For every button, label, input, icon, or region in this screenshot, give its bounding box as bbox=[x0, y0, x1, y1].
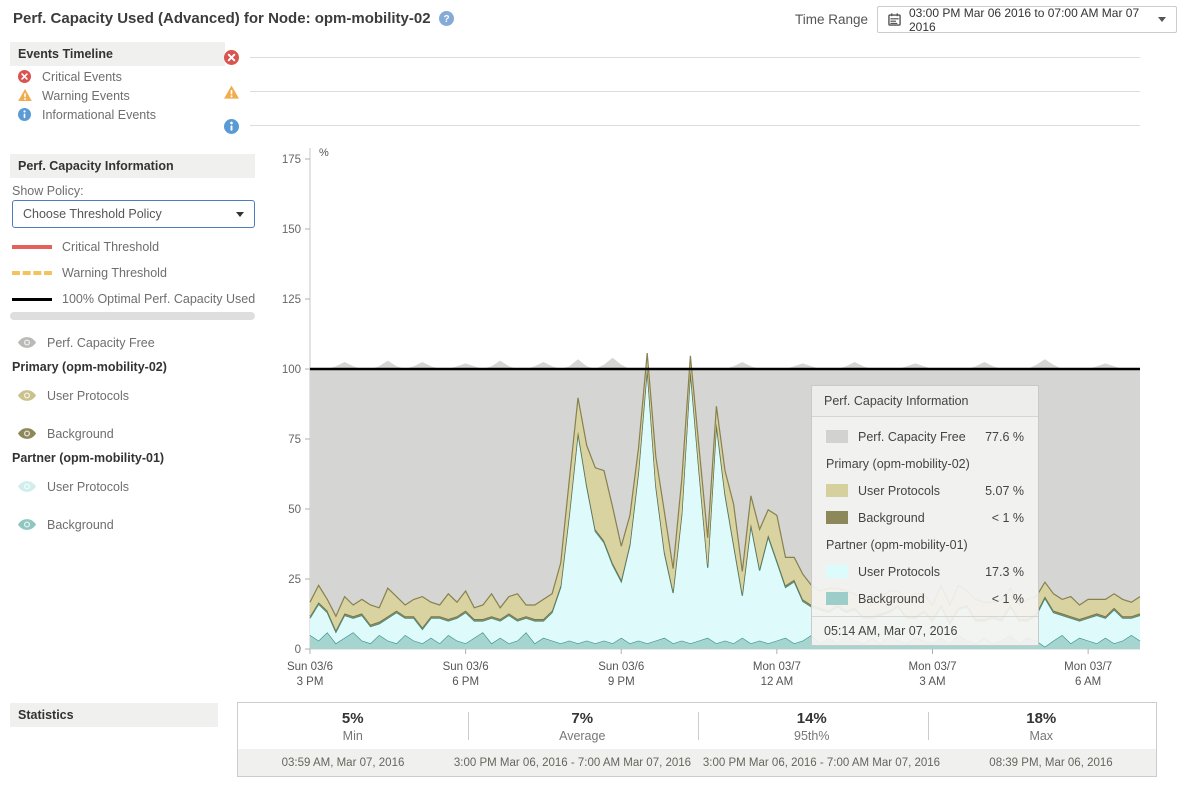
svg-text:Sun 03/6: Sun 03/6 bbox=[287, 661, 333, 673]
sidebar-scrollbar[interactable] bbox=[10, 312, 255, 320]
perf-capacity-panel-header: Perf. Capacity Information bbox=[10, 154, 255, 178]
svg-text:0: 0 bbox=[295, 644, 301, 656]
svg-text:6 AM: 6 AM bbox=[1075, 676, 1101, 688]
legend-warning-threshold: Warning Threshold bbox=[12, 265, 167, 281]
svg-text:9 PM: 9 PM bbox=[608, 676, 635, 688]
warning-event-icon bbox=[18, 89, 32, 102]
legend-critical-events: Critical Events bbox=[18, 68, 122, 85]
warning-threshold-line bbox=[12, 271, 52, 275]
svg-text:Mon 03/7: Mon 03/7 bbox=[753, 661, 801, 673]
svg-text:?: ? bbox=[443, 14, 449, 25]
stat-max: 18% Max bbox=[1026, 710, 1057, 743]
time-range-picker[interactable]: 03:00 PM Mar 06 2016 to 07:00 AM Mar 07 … bbox=[877, 5, 1177, 34]
stat-divider bbox=[928, 712, 929, 740]
svg-text:3 PM: 3 PM bbox=[297, 676, 324, 688]
svg-text:100: 100 bbox=[282, 364, 301, 376]
legend-group-primary: Primary (opm-mobility-02) bbox=[12, 360, 167, 374]
svg-text:150: 150 bbox=[282, 224, 301, 236]
page-title-text: Perf. Capacity Used (Advanced) for Node:… bbox=[13, 10, 431, 27]
show-policy-label: Show Policy: bbox=[12, 184, 84, 198]
eye-icon[interactable] bbox=[18, 519, 36, 530]
calendar-icon bbox=[888, 13, 901, 26]
eye-icon[interactable] bbox=[18, 337, 36, 348]
stat-divider bbox=[698, 712, 699, 740]
page-title: Perf. Capacity Used (Advanced) for Node:… bbox=[13, 10, 454, 27]
eye-icon[interactable] bbox=[18, 390, 36, 401]
stat-min-time: 03:59 AM, Mar 07, 2016 bbox=[281, 756, 405, 769]
tooltip-group-primary: Primary (opm-mobility-02) bbox=[826, 456, 970, 471]
svg-text:%: % bbox=[319, 147, 329, 159]
partner-user-swatch bbox=[826, 565, 848, 578]
eye-icon[interactable] bbox=[18, 481, 36, 492]
critical-lane-icon bbox=[224, 50, 239, 65]
time-range-label: Time Range bbox=[795, 12, 869, 27]
tooltip-row-partner-user: User Protocols 17.3 % bbox=[826, 558, 1024, 585]
tooltip-timestamp: 05:14 AM, Mar 07, 2016 bbox=[812, 616, 1038, 645]
eye-icon[interactable] bbox=[18, 428, 36, 439]
chevron-down-icon bbox=[1158, 17, 1166, 22]
svg-text:Sun 03/6: Sun 03/6 bbox=[598, 661, 644, 673]
legend-primary-background[interactable]: Background bbox=[18, 425, 114, 442]
tooltip-row-partner-bg: Background < 1 % bbox=[826, 585, 1024, 612]
stat-average-range: 3:00 PM Mar 06, 2016 - 7:00 AM Mar 07, 2… bbox=[453, 756, 692, 769]
chevron-down-icon bbox=[236, 211, 244, 217]
critical-threshold-line bbox=[12, 245, 52, 249]
threshold-policy-dropdown[interactable]: Choose Threshold Policy bbox=[12, 200, 255, 228]
free-swatch bbox=[826, 430, 848, 443]
chart-tooltip: Perf. Capacity Information Perf. Capacit… bbox=[811, 385, 1039, 646]
statistics-panel: 5% Min 7% Average 14% 95th% 18% Max 03:5… bbox=[237, 702, 1157, 777]
legend-informational-events: Informational Events bbox=[18, 106, 156, 123]
tooltip-row-primary-bg: Background < 1 % bbox=[826, 504, 1024, 531]
stat-divider bbox=[468, 712, 469, 740]
stat-max-time: 08:39 PM, Mar 06, 2016 bbox=[989, 756, 1113, 769]
svg-text:Mon 03/7: Mon 03/7 bbox=[1064, 661, 1112, 673]
svg-text:50: 50 bbox=[288, 504, 301, 516]
legend-perf-capacity-free[interactable]: Perf. Capacity Free bbox=[18, 334, 155, 351]
svg-text:Mon 03/7: Mon 03/7 bbox=[909, 661, 957, 673]
svg-text:25: 25 bbox=[288, 574, 301, 586]
svg-text:Sun 03/6: Sun 03/6 bbox=[443, 661, 489, 673]
info-lane-icon bbox=[224, 119, 239, 134]
legend-critical-threshold: Critical Threshold bbox=[12, 239, 159, 255]
stat-average: 7% Average bbox=[559, 710, 606, 743]
critical-event-icon bbox=[18, 70, 31, 83]
tooltip-title: Perf. Capacity Information bbox=[812, 386, 1038, 417]
threshold-policy-value: Choose Threshold Policy bbox=[23, 207, 162, 221]
svg-text:6 PM: 6 PM bbox=[452, 676, 479, 688]
tooltip-row-free: Perf. Capacity Free 77.6 % bbox=[826, 423, 1024, 450]
svg-text:125: 125 bbox=[282, 294, 301, 306]
tooltip-row-primary-user: User Protocols 5.07 % bbox=[826, 477, 1024, 504]
legend-warning-events: Warning Events bbox=[18, 87, 130, 104]
legend-group-partner: Partner (opm-mobility-01) bbox=[12, 451, 165, 465]
primary-bg-swatch bbox=[826, 511, 848, 524]
warning-events-lane bbox=[250, 91, 1140, 92]
events-timeline-header: Events Timeline bbox=[10, 42, 225, 66]
svg-text:3 AM: 3 AM bbox=[919, 676, 945, 688]
tooltip-group-partner: Partner (opm-mobility-01) bbox=[826, 537, 968, 552]
info-event-icon bbox=[18, 108, 31, 121]
svg-text:12 AM: 12 AM bbox=[761, 676, 794, 688]
svg-text:75: 75 bbox=[288, 434, 301, 446]
svg-text:175: 175 bbox=[282, 154, 301, 166]
warning-lane-icon bbox=[224, 85, 239, 100]
statistics-header: Statistics bbox=[10, 703, 218, 727]
partner-bg-swatch bbox=[826, 592, 848, 605]
stat-min: 5% Min bbox=[341, 710, 364, 743]
primary-user-swatch bbox=[826, 484, 848, 497]
legend-partner-background[interactable]: Background bbox=[18, 516, 114, 533]
critical-events-lane bbox=[250, 57, 1140, 58]
informational-events-lane bbox=[250, 125, 1140, 126]
perf-capacity-chart[interactable]: 0 25 50 75 100 125 150 175% Sun 03/6 3 PM Sun 03/6… bbox=[250, 140, 1184, 700]
optimal-line-swatch bbox=[12, 297, 52, 301]
legend-optimal-line: 100% Optimal Perf. Capacity Used bbox=[12, 291, 255, 307]
help-icon[interactable]: ? bbox=[438, 11, 454, 26]
stat-95th-range: 3:00 PM Mar 06, 2016 - 7:00 AM Mar 07, 2… bbox=[702, 756, 941, 769]
legend-partner-user-protocols[interactable]: User Protocols bbox=[18, 478, 129, 495]
stat-95th: 14% 95th% bbox=[794, 710, 830, 743]
time-range-value: 03:00 PM Mar 06 2016 to 07:00 AM Mar 07 … bbox=[909, 5, 1140, 34]
legend-primary-user-protocols[interactable]: User Protocols bbox=[18, 387, 129, 404]
